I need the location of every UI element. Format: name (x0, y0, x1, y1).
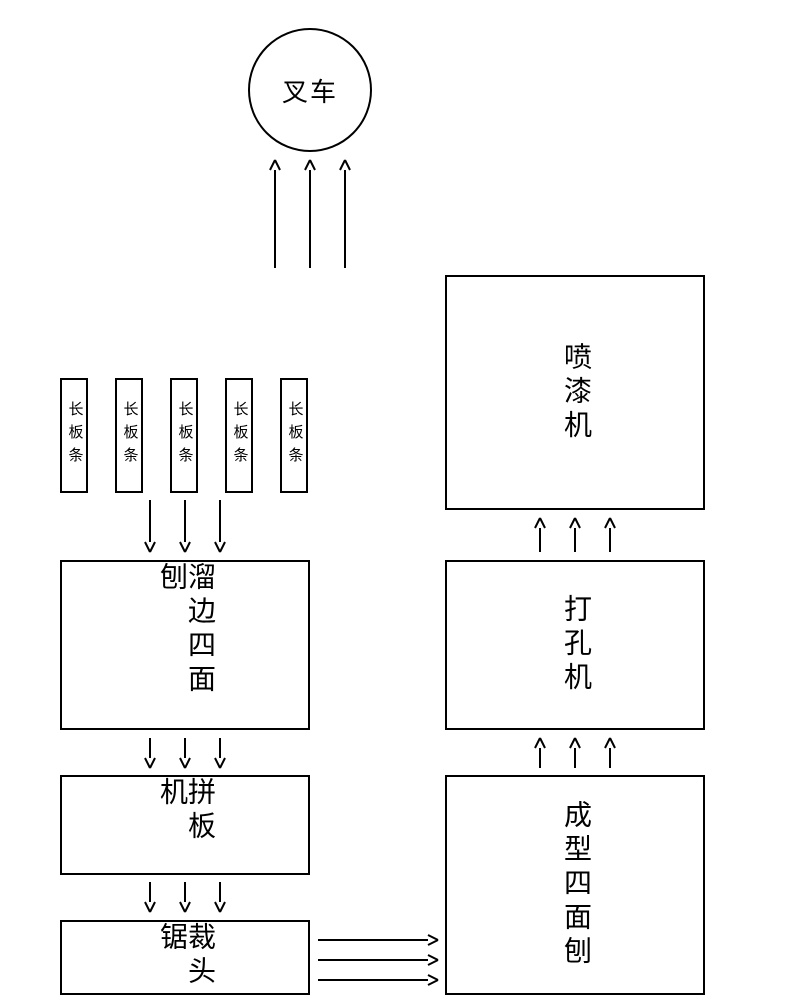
arrow (145, 882, 155, 912)
arrow (215, 882, 225, 912)
input-strip-label: 长板条 (232, 401, 247, 470)
arrow (605, 518, 615, 552)
arrow (340, 160, 350, 268)
cut-saw-label: 裁头锯 (157, 922, 213, 993)
edge-planer-box: 溜边四面刨 (60, 560, 310, 730)
input-strip: 长板条 (170, 378, 198, 493)
drill-box: 打孔机 (445, 560, 705, 730)
arrow (270, 160, 280, 268)
flowchart-canvas: 长板条 长板条 长板条 长板条 长板条溜边四面刨拼板机裁头锯 喷漆机打孔机成型四面刨 叉车 (0, 0, 789, 1000)
arrow (570, 518, 580, 552)
arrow (535, 518, 545, 552)
arrow (145, 738, 155, 768)
forklift-node: 叉车 (248, 28, 372, 152)
arrow (145, 500, 155, 552)
arrow (180, 500, 190, 552)
arrow (180, 882, 190, 912)
arrow (305, 160, 315, 268)
arrow (180, 738, 190, 768)
panel-joiner-label: 拼板机 (157, 777, 213, 873)
input-strip-label: 长板条 (287, 401, 302, 470)
forklift-label: 叉车 (282, 72, 338, 109)
input-strip: 长板条 (280, 378, 308, 493)
arrow (318, 955, 438, 965)
input-strip: 长板条 (225, 378, 253, 493)
drill-label: 打孔机 (561, 594, 589, 696)
arrow (318, 935, 438, 945)
input-strip: 长板条 (115, 378, 143, 493)
panel-joiner-box: 拼板机 (60, 775, 310, 875)
cut-saw-box: 裁头锯 (60, 920, 310, 995)
arrow (215, 500, 225, 552)
arrow (535, 738, 545, 768)
paint-sprayer-box: 喷漆机 (445, 275, 705, 510)
input-strip-label: 长板条 (122, 401, 137, 470)
form-planer-box: 成型四面刨 (445, 775, 705, 995)
arrow (215, 738, 225, 768)
input-strip: 长板条 (60, 378, 88, 493)
arrow (318, 975, 438, 985)
arrow (605, 738, 615, 768)
input-strip-label: 长板条 (177, 401, 192, 470)
arrow (570, 738, 580, 768)
form-planer-label: 成型四面刨 (561, 800, 589, 970)
input-strip-label: 长板条 (67, 401, 82, 470)
paint-sprayer-label: 喷漆机 (561, 342, 589, 444)
edge-planer-label: 溜边四面刨 (157, 562, 213, 728)
